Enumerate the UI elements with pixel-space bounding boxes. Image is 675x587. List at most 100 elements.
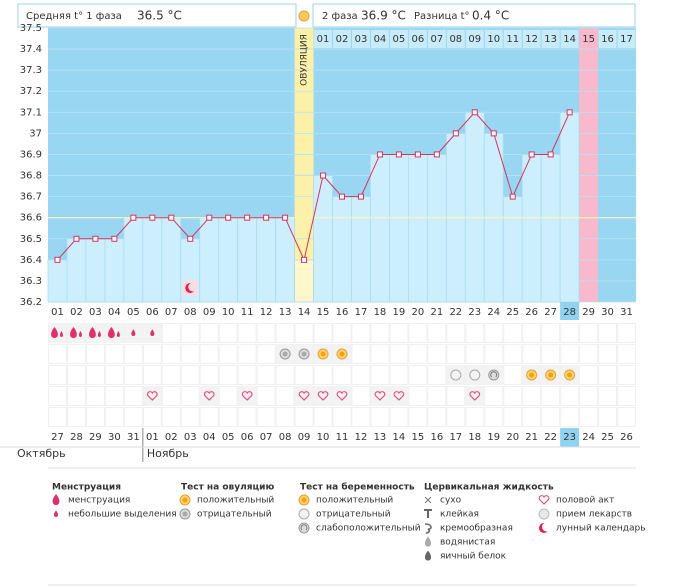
icon-part: [469, 391, 481, 401]
phase2-day-label: 06: [412, 34, 425, 45]
legend-label: положительный: [316, 496, 393, 506]
phase2-day-cell: [560, 30, 579, 48]
date-label: 14: [393, 432, 406, 443]
phase2-day-cell: [465, 30, 484, 48]
icon-part: [567, 372, 573, 378]
date-label: 29: [89, 432, 102, 443]
icon-cell: [256, 386, 276, 406]
icon-positive: [317, 348, 329, 360]
icon-part: [298, 391, 310, 401]
cycle-day-label: 30: [601, 307, 614, 318]
icon-part: [490, 371, 498, 378]
phase2-day-cell: [370, 30, 389, 48]
icon-part: [59, 331, 63, 337]
legend-label: отрицательный: [316, 510, 391, 520]
icon-cell-filled: [314, 386, 333, 406]
icon-cell: [446, 386, 466, 406]
cycle-day-label: 02: [70, 307, 83, 318]
icon-cell: [503, 407, 523, 427]
icon-cell: [522, 344, 542, 364]
icon-part: [424, 536, 432, 547]
icon-cell-filled: [295, 386, 314, 406]
icon-cell: [522, 323, 542, 343]
icon-part: [374, 391, 386, 401]
diff-label: Разница t°: [414, 11, 470, 22]
temperature-point: [395, 151, 402, 158]
y-tick-label: 36.6: [20, 213, 42, 224]
temperature-column: [502, 196, 523, 303]
icon-part: [538, 508, 550, 520]
phase2-day-cell: [427, 30, 446, 48]
cycle-day-label: 19: [393, 307, 406, 318]
icon-cell: [48, 386, 67, 406]
cycle-day-label: 23: [468, 307, 481, 318]
temperature-point: [130, 214, 137, 221]
icon-cell: [484, 344, 504, 364]
icon-heart: [317, 391, 329, 401]
phase2-day-label: 14: [563, 34, 576, 45]
icon-cell: [313, 365, 333, 385]
legend-label: водянистая: [440, 538, 495, 548]
date-label: 05: [222, 432, 235, 443]
icon-cell: [408, 323, 428, 343]
icon-negative: [179, 508, 191, 520]
icon-cell: [256, 407, 276, 427]
legend-label: отрицательный: [197, 510, 272, 520]
cycle-day-label: 03: [89, 307, 102, 318]
icon-cell: [66, 365, 86, 385]
phase2-day-cell: [333, 30, 351, 48]
temperature-column: [237, 217, 258, 303]
temperature-point: [206, 214, 213, 221]
cycle-day-label: 25: [506, 307, 519, 318]
temperature-column: [313, 175, 333, 303]
legend-label: лунный календарь: [556, 524, 646, 534]
icon-part: [97, 331, 101, 337]
phase2-day-cell: [314, 30, 333, 48]
icon-cell: [104, 407, 124, 427]
temperature-column: [464, 111, 485, 303]
date-label: 22: [544, 432, 557, 443]
icon-cell: [598, 386, 618, 406]
icon-cell: [351, 344, 371, 364]
temperature-point: [168, 214, 175, 221]
icon-cell: [142, 344, 162, 364]
temperature-point: [320, 172, 327, 179]
temperature-column: [332, 196, 352, 303]
temperature-column: [370, 154, 390, 303]
icon-cell: [560, 323, 580, 343]
icon-cell: [294, 323, 314, 343]
icon-cell: [48, 365, 67, 385]
icon-cell: [123, 344, 143, 364]
icon-heart: [336, 391, 348, 401]
icon-small-drop: [131, 329, 136, 336]
icon-heart: [374, 391, 386, 401]
icon-cell: [294, 407, 314, 427]
icon-cell: [142, 407, 162, 427]
y-tick-label: 37: [29, 128, 42, 139]
icon-cell: [123, 407, 143, 427]
cycle-day-label: 28: [563, 307, 576, 318]
temperature-column: [559, 111, 580, 303]
temperature-point: [414, 151, 421, 158]
icon-cell: [237, 407, 257, 427]
next-day-column: [579, 28, 599, 302]
icon-cell: [237, 323, 257, 343]
icon-part: [282, 351, 288, 357]
icon-part: [70, 327, 77, 338]
icon-part: [301, 497, 307, 503]
icon-part: [542, 522, 551, 532]
temperature-point: [509, 193, 516, 200]
legend-label: половой акт: [556, 496, 614, 506]
icon-cell: [180, 323, 200, 343]
date-label: 03: [184, 432, 197, 443]
icon-cell: [503, 344, 523, 364]
y-tick-label: 36.4: [20, 255, 42, 266]
icon-cell: [503, 323, 523, 343]
icon-cell: [351, 386, 371, 406]
cycle-day-label: 24: [487, 307, 500, 318]
icon-part: [182, 497, 188, 503]
icon-cell: [180, 407, 200, 427]
icon-cell: [237, 344, 257, 364]
